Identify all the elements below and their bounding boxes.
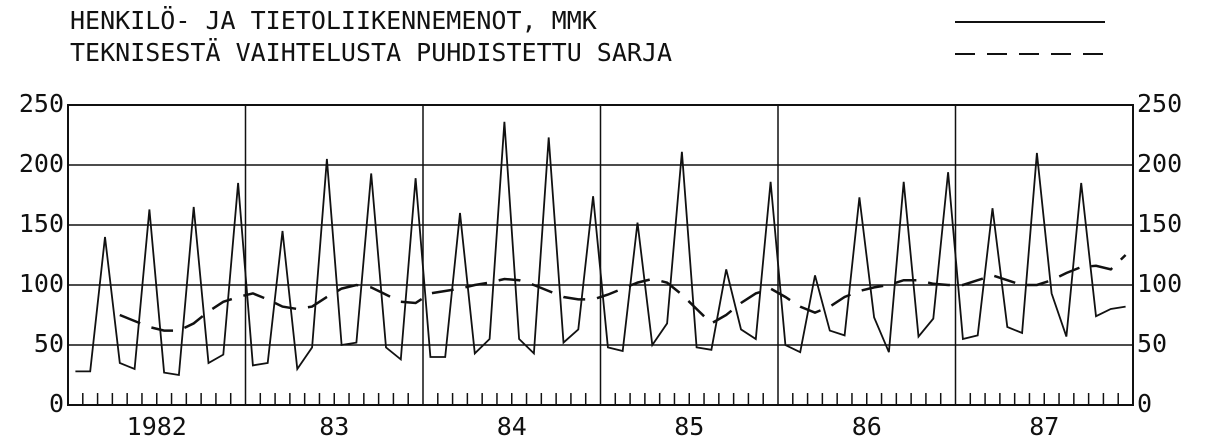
legend-label: HENKILÖ- JA TIETOLIIKENNEMENOT, MMK: [70, 6, 597, 35]
y-tick-label-right: 0: [1137, 389, 1152, 418]
y-tick-label-right: 150: [1137, 209, 1182, 238]
y-tick-label-right: 100: [1137, 269, 1182, 298]
y-tick-label: 250: [19, 89, 64, 118]
y-tick-label: 50: [34, 329, 64, 358]
y-tick-label-right: 50: [1137, 329, 1167, 358]
y-tick-label: 0: [49, 389, 64, 418]
x-tick-label: 85: [674, 412, 704, 441]
x-tick-label: 86: [852, 412, 882, 441]
x-tick-label: 87: [1029, 412, 1059, 441]
series-line: [119, 254, 1127, 332]
legend-label: TEKNISESTÄ VAIHTELUSTA PUHDISTETTU SARJA: [70, 38, 672, 67]
x-tick-label: 84: [497, 412, 527, 441]
y-tick-label: 100: [19, 269, 64, 298]
x-tick-label: 1982: [127, 412, 187, 441]
y-tick-label-right: 200: [1137, 149, 1182, 178]
y-tick-label-right: 250: [1137, 89, 1182, 118]
y-tick-label: 150: [19, 209, 64, 238]
y-tick-label: 200: [19, 149, 64, 178]
series-line: [75, 121, 1126, 377]
x-tick-label: 83: [319, 412, 349, 441]
